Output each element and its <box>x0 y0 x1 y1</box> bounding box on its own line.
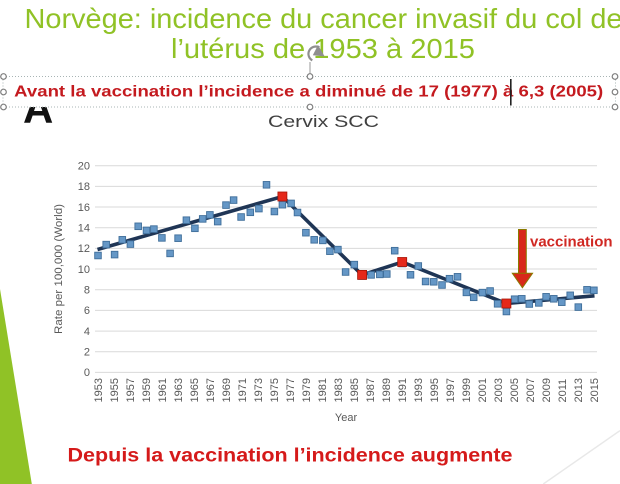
svg-text:0: 0 <box>84 367 90 379</box>
svg-text:1953: 1953 <box>93 378 105 402</box>
svg-text:1971: 1971 <box>237 378 249 402</box>
svg-text:1967: 1967 <box>205 378 217 402</box>
svg-text:Norvège: incidence du cancer i: Norvège: incidence du cancer invasif du … <box>25 3 620 34</box>
svg-text:14: 14 <box>78 223 90 235</box>
svg-text:1985: 1985 <box>349 378 361 402</box>
svg-text:1973: 1973 <box>253 378 265 402</box>
svg-text:1993: 1993 <box>413 378 425 402</box>
svg-text:2005: 2005 <box>509 378 521 402</box>
svg-text:1959: 1959 <box>141 378 153 402</box>
svg-text:8: 8 <box>84 285 90 297</box>
svg-text:1969: 1969 <box>221 378 233 402</box>
svg-text:10: 10 <box>78 264 90 276</box>
svg-text:Cervix SCC: Cervix SCC <box>268 112 379 131</box>
svg-text:2: 2 <box>84 347 90 359</box>
svg-text:4: 4 <box>84 326 90 338</box>
svg-text:1995: 1995 <box>429 378 441 402</box>
svg-text:Avant la vaccination l’inciden: Avant la vaccination l’incidence a dimin… <box>14 84 603 101</box>
svg-text:16: 16 <box>78 202 90 214</box>
svg-text:1957: 1957 <box>125 378 137 402</box>
svg-text:1955: 1955 <box>109 378 121 402</box>
svg-text:12: 12 <box>78 243 90 255</box>
svg-text:1997: 1997 <box>445 378 457 402</box>
svg-text:2013: 2013 <box>573 378 585 402</box>
svg-text:1965: 1965 <box>189 378 201 402</box>
svg-text:20: 20 <box>78 161 90 173</box>
svg-text:2011: 2011 <box>557 379 569 403</box>
svg-text:18: 18 <box>78 181 90 193</box>
svg-text:vaccination: vaccination <box>530 234 613 251</box>
svg-text:Year: Year <box>335 412 358 424</box>
svg-text:2003: 2003 <box>493 378 505 402</box>
svg-text:2009: 2009 <box>541 378 553 402</box>
svg-text:1983: 1983 <box>333 378 345 402</box>
svg-text:1977: 1977 <box>285 378 297 402</box>
svg-text:6: 6 <box>84 305 90 317</box>
svg-text:Depuis la vaccination l’incide: Depuis la vaccination l’incidence augmen… <box>68 445 513 467</box>
svg-text:1963: 1963 <box>173 378 185 402</box>
svg-text:2007: 2007 <box>525 378 537 402</box>
svg-text:1989: 1989 <box>381 378 393 402</box>
svg-text:1999: 1999 <box>461 378 473 402</box>
svg-text:Rate per 100,000 (World): Rate per 100,000 (World) <box>53 204 65 334</box>
svg-text:1991: 1991 <box>397 378 409 402</box>
svg-text:1961: 1961 <box>157 378 169 402</box>
svg-text:1975: 1975 <box>269 378 281 402</box>
svg-text:l’utérus de 1953 à 2015: l’utérus de 1953 à 2015 <box>171 33 475 64</box>
svg-text:1987: 1987 <box>365 378 377 402</box>
svg-text:1979: 1979 <box>301 378 313 402</box>
svg-text:1981: 1981 <box>317 378 329 402</box>
svg-text:2015: 2015 <box>589 378 601 402</box>
svg-text:2001: 2001 <box>477 378 489 402</box>
